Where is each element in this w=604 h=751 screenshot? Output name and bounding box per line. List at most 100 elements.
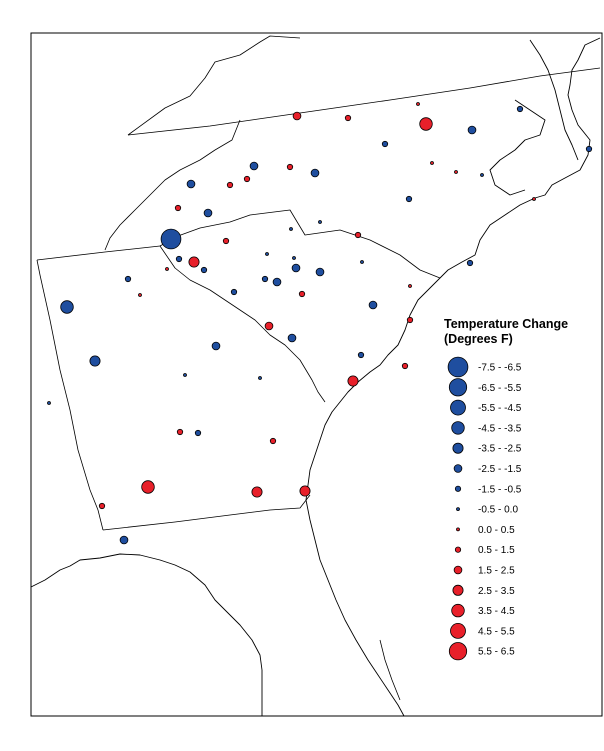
- legend: Temperature Change (Degrees F) -7.5 - -6…: [444, 317, 568, 661]
- station-marker: [318, 220, 322, 224]
- station-marker: [124, 275, 132, 283]
- station-marker: [354, 231, 362, 239]
- station-marker: [243, 175, 251, 183]
- legend-symbol: [450, 399, 466, 416]
- ga-sc-border: [159, 245, 326, 403]
- station-marker: [401, 362, 409, 370]
- legend-symbol: [447, 356, 469, 378]
- station-marker: [416, 102, 420, 106]
- legend-symbol: [452, 442, 464, 454]
- outer-banks: [529, 39, 579, 161]
- station-marker: [211, 341, 221, 351]
- legend-label: -6.5 - -5.5: [478, 383, 522, 394]
- station-marker: [183, 373, 187, 377]
- station-marker: [454, 170, 458, 174]
- station-marker: [298, 290, 306, 298]
- station-marker: [405, 195, 413, 203]
- station-marker: [188, 256, 200, 268]
- station-marker: [141, 480, 155, 494]
- legend-label: -4.5 - -3.5: [478, 423, 522, 434]
- nc-sc-border: [159, 209, 441, 279]
- station-marker: [419, 117, 433, 131]
- station-marker: [119, 535, 129, 545]
- station-marker: [381, 140, 389, 148]
- station-marker: [516, 105, 524, 113]
- fl-panhandle-outline: [30, 553, 263, 716]
- station-marker: [310, 168, 320, 178]
- station-marker: [194, 429, 202, 437]
- station-marker: [251, 486, 263, 498]
- station-marker: [292, 111, 302, 121]
- va-nc-border: [127, 67, 601, 136]
- station-marker: [272, 277, 282, 287]
- legend-symbol: [453, 464, 463, 473]
- station-marker: [291, 263, 301, 273]
- station-marker: [265, 252, 269, 256]
- legend-label: 0.0 - 0.5: [478, 525, 515, 536]
- station-marker: [357, 351, 365, 359]
- legend-subtitle: (Degrees F): [444, 332, 513, 346]
- station-marker: [430, 161, 434, 165]
- legend-symbol: [451, 421, 465, 435]
- station-marker: [360, 260, 364, 264]
- station-marker: [261, 275, 269, 283]
- station-marker: [480, 173, 484, 177]
- station-marker: [230, 288, 238, 296]
- legend-label: -3.5 - -2.5: [478, 444, 522, 455]
- legend-symbol: [453, 565, 463, 575]
- legend-symbol: [456, 527, 460, 532]
- station-marker: [344, 114, 352, 122]
- legend-label: 4.5 - 5.5: [478, 626, 515, 637]
- station-marker: [269, 437, 277, 445]
- station-marker: [264, 321, 274, 331]
- legend-label: -0.5 - 0.0: [478, 505, 518, 516]
- legend-label: -5.5 - -4.5: [478, 403, 522, 414]
- va-outline: [127, 35, 301, 136]
- station-markers: [47, 102, 593, 545]
- legend-symbol: [452, 584, 464, 596]
- station-marker: [289, 227, 293, 231]
- station-marker: [368, 300, 378, 310]
- tn-nc-border: [104, 119, 241, 251]
- station-marker: [186, 179, 196, 189]
- legend-label: -1.5 - -0.5: [478, 484, 522, 495]
- station-marker: [175, 255, 183, 263]
- station-marker: [60, 300, 74, 314]
- station-marker: [165, 267, 169, 271]
- station-marker: [222, 237, 230, 245]
- legend-symbol: [454, 546, 462, 553]
- legend-symbol: [450, 623, 466, 639]
- station-marker: [98, 502, 106, 510]
- legend-label: -7.5 - -6.5: [478, 363, 522, 374]
- legend-label: 1.5 - 2.5: [478, 566, 515, 577]
- station-marker: [532, 197, 536, 201]
- ga-al-border: [36, 259, 104, 531]
- station-marker: [408, 284, 412, 288]
- legend-label: -2.5 - -1.5: [478, 464, 522, 475]
- station-marker: [200, 266, 208, 274]
- station-marker: [226, 181, 234, 189]
- map-frame: [30, 32, 603, 717]
- station-marker: [160, 228, 182, 250]
- nc-sounds: [489, 99, 546, 196]
- station-marker: [249, 161, 259, 171]
- ga-fl-border: [102, 494, 311, 531]
- legend-label: 3.5 - 4.5: [478, 606, 515, 617]
- station-marker: [258, 376, 262, 380]
- station-marker: [315, 267, 325, 277]
- station-marker: [286, 163, 294, 171]
- legend-symbol: [448, 642, 468, 661]
- station-marker: [466, 259, 474, 267]
- legend-symbol: [448, 378, 468, 397]
- station-marker: [203, 208, 213, 218]
- station-marker: [467, 125, 477, 135]
- florida-inland: [379, 639, 401, 701]
- legend-label: 5.5 - 6.5: [478, 647, 515, 658]
- station-marker: [47, 401, 51, 405]
- legend-symbol: [451, 603, 465, 618]
- station-marker: [347, 375, 359, 387]
- tn-south-border: [36, 245, 161, 261]
- station-marker: [406, 316, 414, 324]
- legend-symbol: [454, 485, 462, 492]
